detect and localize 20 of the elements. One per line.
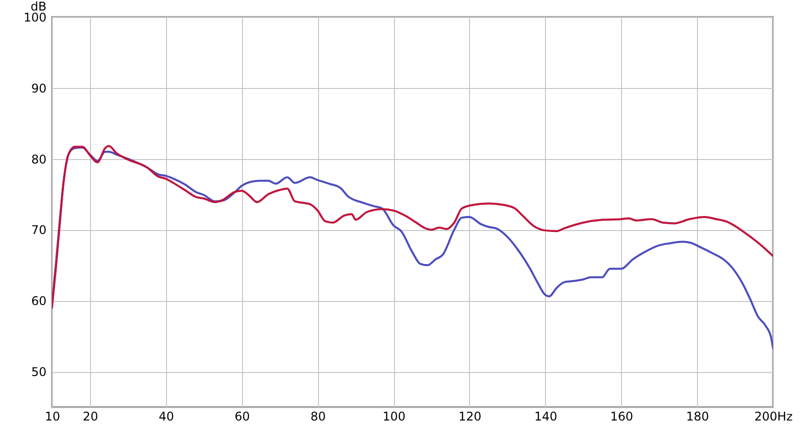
x-tick-label: 20	[82, 410, 98, 424]
x-tick-label: 180	[686, 410, 710, 424]
x-tick-label: 60	[234, 410, 250, 424]
line-series	[52, 145, 773, 309]
y-tick-label: 90	[31, 81, 46, 96]
x-tick-label: 120	[458, 410, 482, 424]
line-series	[52, 146, 773, 350]
y-tick-label: 80	[31, 152, 46, 166]
y-axis-title: dB	[30, 0, 46, 14]
y-tick-label: 70	[31, 223, 46, 238]
y-tick-label: 60	[31, 294, 46, 308]
x-tick-label: 80	[310, 410, 326, 424]
x-tick-label: 160	[610, 410, 634, 424]
x-tick-label: 10	[44, 410, 60, 424]
x-tick-label: 100	[382, 410, 406, 424]
y-tick-label: 50	[31, 365, 46, 380]
x-tick-label: 40	[158, 410, 174, 424]
x-tick-label: 140	[534, 410, 558, 424]
x-tick-label: 200Hz	[754, 410, 793, 424]
y-tick-label: 100	[24, 10, 46, 24]
